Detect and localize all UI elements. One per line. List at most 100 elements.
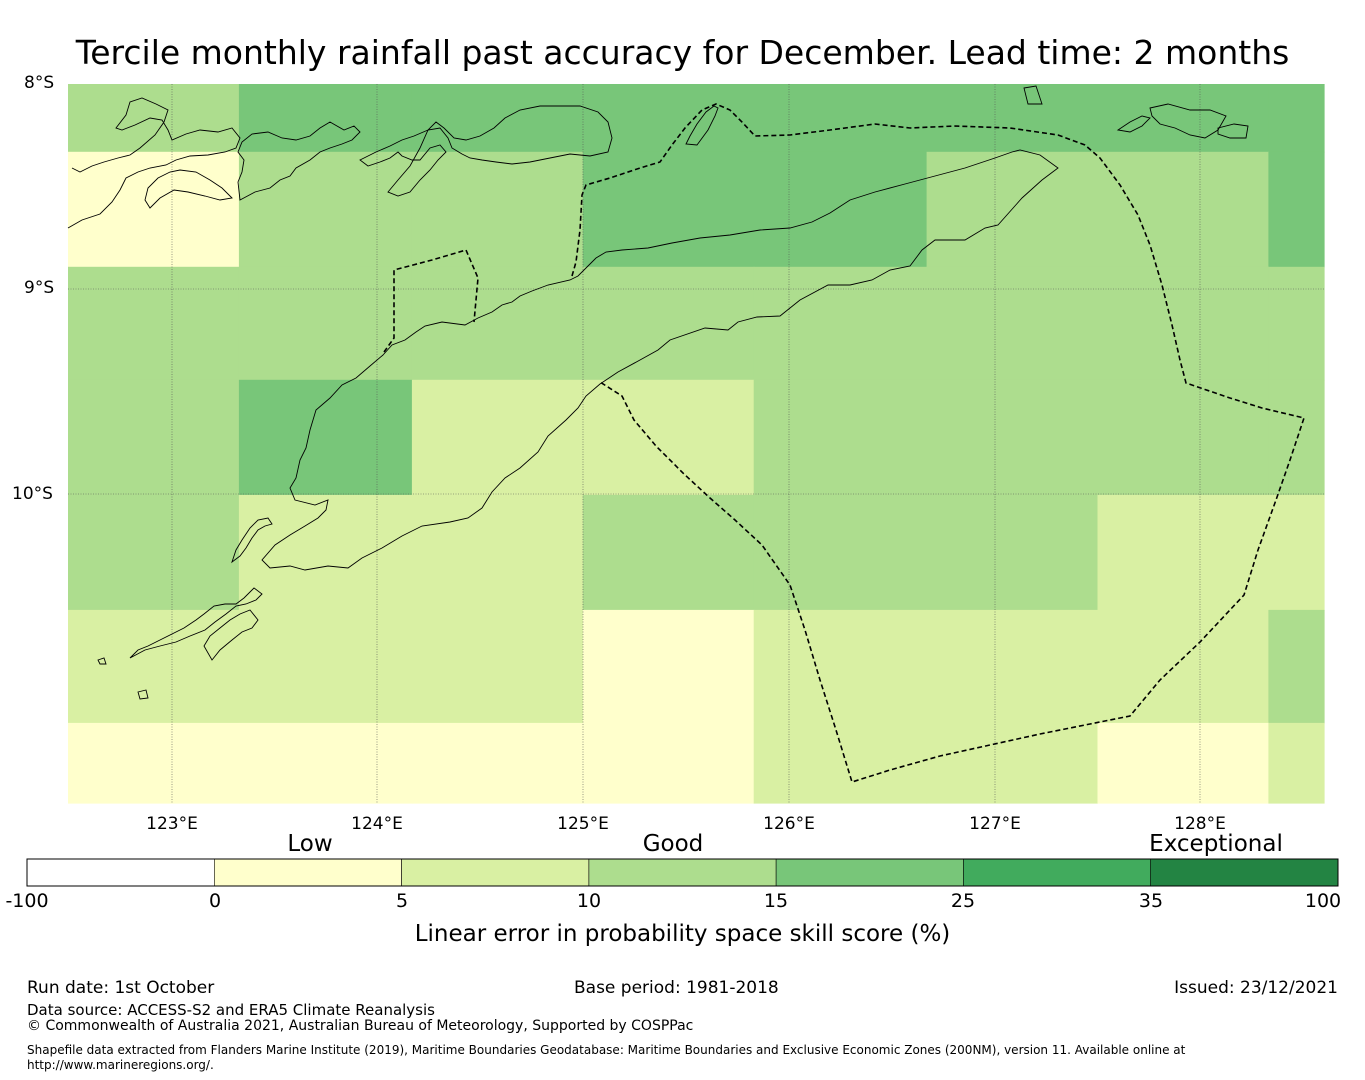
- coastlines: [67, 85, 1249, 700]
- grid-cell: [753, 609, 928, 724]
- lakor-coastline: [1217, 123, 1249, 139]
- colorbar-tick-label: 25: [950, 890, 976, 912]
- grid-cell: [926, 151, 1099, 268]
- grid-cell: [582, 722, 755, 804]
- colorbar-segment: [1150, 858, 1339, 887]
- grid-cell: [582, 379, 755, 496]
- grid-cell: [582, 266, 755, 381]
- lon-label-124e: 124°E: [351, 814, 403, 834]
- grid-cell: [1097, 722, 1269, 804]
- copyright: © Commonwealth of Australia 2021, Austra…: [27, 1018, 694, 1034]
- grid-cell: [753, 722, 928, 804]
- grid-cell: [1097, 609, 1269, 724]
- grid-cell: [68, 151, 240, 268]
- grid-cell: [926, 266, 1099, 381]
- colorbar-segment: [26, 858, 215, 887]
- grid-cell: [411, 266, 584, 381]
- lon-label-128e: 128°E: [1174, 814, 1226, 834]
- lon-label-123e: 123°E: [146, 814, 198, 834]
- wetar-coastline: [237, 121, 361, 201]
- grid-cell: [1268, 722, 1325, 804]
- colorbar-frame: [26, 858, 1339, 887]
- grid-cell: [926, 494, 1099, 611]
- grid-cell: [238, 722, 413, 804]
- category-label-exceptional: Exceptional: [1149, 831, 1283, 857]
- grid-cell: [68, 379, 240, 496]
- timor-leste-eez-boundary: [571, 103, 1306, 784]
- lon-label-126e: 126°E: [763, 814, 815, 834]
- lat-label-8s: 8°S: [24, 73, 55, 93]
- grid-cell: [238, 151, 413, 268]
- grid-cell: [238, 84, 413, 153]
- shapefile-credit: Shapefile data extracted from Flanders M…: [27, 1043, 1186, 1057]
- grid-cell: [753, 494, 928, 611]
- leti-coastline: [1116, 115, 1151, 133]
- grid-cell: [238, 609, 413, 724]
- ndao-coastline: [137, 689, 149, 700]
- colorbar-tick-label: 35: [1138, 890, 1164, 912]
- data-source: Data source: ACCESS-S2 and ERA5 Climate …: [27, 1001, 435, 1019]
- colorbar-segment: [214, 858, 402, 887]
- grid-cell: [1268, 151, 1325, 268]
- grid-cell: [753, 379, 928, 496]
- grid-cell: [1097, 494, 1269, 611]
- grid-cell: [68, 609, 240, 724]
- grid-cell: [926, 379, 1099, 496]
- grid-cell: [1097, 379, 1269, 496]
- colorbar-tick-label: 0: [208, 890, 222, 912]
- category-label-good: Good: [642, 831, 704, 857]
- colorbar-tick-label: 15: [763, 890, 789, 912]
- grid-cell: [926, 609, 1099, 724]
- grid-cell: [411, 722, 584, 804]
- grid-cell: [1268, 84, 1325, 153]
- colorbar-segment: [963, 858, 1152, 887]
- grid-cell: [1268, 379, 1325, 496]
- small-island-2: [97, 657, 107, 665]
- lon-label-127e: 127°E: [969, 814, 1021, 834]
- grid-cell: [68, 266, 240, 381]
- grid-cell: [411, 494, 584, 611]
- category-label-low: Low: [287, 831, 333, 857]
- grid-cell: [926, 84, 1099, 153]
- grid-cell: [1097, 84, 1269, 153]
- grid-cell: [411, 379, 584, 496]
- grid-cell: [411, 609, 584, 724]
- timor-coastline: [261, 149, 1059, 571]
- grid-cell: [582, 151, 755, 268]
- kisar-coastline: [685, 105, 719, 146]
- map-gridlines: [68, 84, 1324, 803]
- base-period: Base period: 1981-2018: [574, 978, 779, 998]
- grid-cell: [753, 266, 928, 381]
- colorbar-segment: [401, 858, 590, 887]
- shapefile-url[interactable]: http://www.marineregions.org/.: [27, 1058, 214, 1072]
- colorbar-title: Linear error in probability space skill …: [414, 921, 951, 947]
- grid-cell: [582, 84, 755, 153]
- grid-cell: [753, 84, 928, 153]
- maritime-boundaries: [383, 103, 1306, 784]
- issued-date: Issued: 23/12/2021: [1174, 978, 1338, 998]
- colorbar: [26, 858, 1339, 887]
- colorbar-tick-label: 100: [1304, 890, 1342, 912]
- grid-cell: [238, 266, 413, 381]
- grid-cell: [411, 151, 584, 268]
- small-island-1: [1023, 85, 1043, 105]
- skill-grid: [68, 84, 1325, 804]
- colorbar-tick-label: 5: [395, 890, 409, 912]
- rote-east: [203, 609, 259, 661]
- grid-cell: [238, 379, 413, 496]
- lat-label-10s: 10°S: [12, 484, 53, 504]
- run-date: Run date: 1st October: [27, 978, 215, 998]
- oecusse-eez-boundary: [383, 249, 479, 353]
- grid-cell: [582, 494, 755, 611]
- grid-cell: [1097, 151, 1269, 268]
- chart-title: Tercile monthly rainfall past accuracy f…: [75, 33, 1290, 72]
- colorbar-tick-label: 10: [576, 890, 602, 912]
- grid-cell: [582, 609, 755, 724]
- alor-island-2: [144, 169, 233, 209]
- grid-cell: [1268, 266, 1325, 381]
- grid-cell: [1268, 494, 1325, 611]
- colorbar-segment: [588, 858, 777, 887]
- semau-coastline: [231, 517, 273, 564]
- grid-cell: [411, 84, 584, 153]
